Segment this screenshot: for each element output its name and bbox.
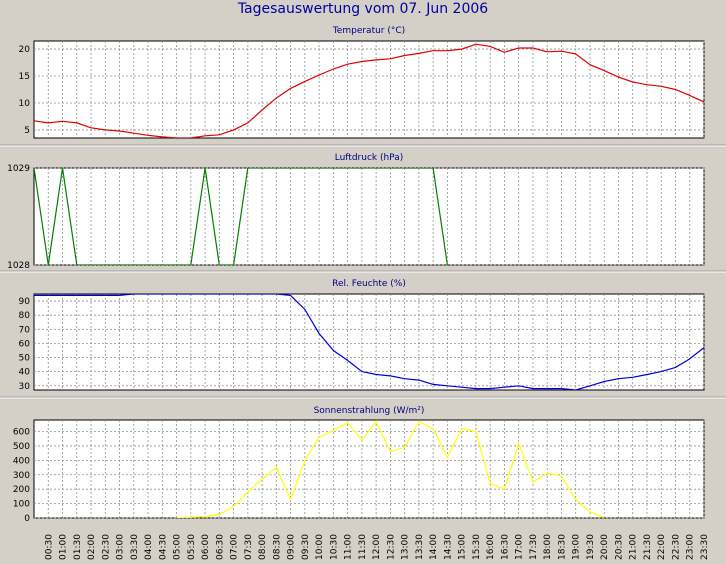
x-tick-label: 18:30 [557, 534, 567, 560]
x-tick-label: 14:30 [443, 534, 453, 560]
x-tick-label: 05:30 [187, 534, 197, 560]
x-tick-label: 19:30 [586, 534, 596, 560]
plot-area [33, 293, 705, 391]
plot-area [33, 167, 705, 266]
x-tick-label: 23:30 [700, 534, 710, 560]
y-tick-label: 90 [19, 297, 31, 307]
y-tick-label: 100 [13, 500, 30, 510]
x-tick-label: 02:30 [101, 534, 111, 560]
x-tick-label: 03:30 [130, 534, 140, 560]
y-tick-label: 0 [24, 514, 30, 524]
x-tick-label: 08:30 [272, 534, 282, 560]
panel-title: Sonnenstrahlung (W/m²) [314, 406, 425, 416]
y-tick-label: 10 [19, 99, 31, 109]
panel-title: Temperatur (°C) [332, 26, 405, 36]
x-tick-label: 16:00 [486, 534, 496, 560]
x-tick-label: 07:00 [230, 534, 240, 560]
x-tick-label: 03:00 [116, 534, 126, 560]
x-tick-label: 10:30 [329, 534, 339, 560]
y-tick-label: 500 [13, 442, 30, 452]
x-tick-label: 17:00 [515, 534, 525, 560]
x-tick-label: 22:30 [671, 534, 681, 560]
x-tick-label: 07:30 [244, 534, 254, 560]
y-tick-label: 40 [19, 368, 31, 378]
series-line [176, 420, 605, 518]
x-tick-label: 01:00 [59, 534, 69, 560]
x-tick-label: 08:00 [258, 534, 268, 560]
x-tick-label: 06:00 [201, 534, 211, 560]
x-tick-label: 20:30 [614, 534, 624, 560]
y-tick-label: 15 [19, 72, 30, 82]
panel-title: Luftdruck (hPa) [335, 153, 404, 163]
plot-area [33, 419, 705, 519]
y-tick-label: 300 [13, 471, 30, 481]
y-tick-label: 400 [13, 456, 30, 466]
y-tick-label: 5 [24, 126, 30, 136]
x-tick-label: 11:00 [344, 534, 354, 560]
x-tick-label: 22:00 [657, 534, 667, 560]
y-tick-label: 600 [13, 428, 30, 438]
chart-main-title: Tagesauswertung vom 07. Jun 2006 [237, 1, 489, 17]
x-tick-label: 10:00 [315, 534, 325, 560]
x-tick-label: 00:30 [44, 534, 54, 560]
x-tick-label: 12:30 [386, 534, 396, 560]
series-line [34, 168, 448, 265]
x-tick-label: 21:00 [629, 534, 639, 560]
y-tick-label: 60 [19, 339, 31, 349]
x-tick-label: 13:00 [401, 534, 411, 560]
y-tick-label: 80 [19, 311, 31, 321]
x-tick-label: 15:00 [458, 534, 468, 560]
x-tick-label: 04:00 [144, 534, 154, 560]
series-line [34, 43, 704, 138]
x-tick-label: 12:00 [372, 534, 382, 560]
plot-area [33, 40, 705, 139]
x-tick-label: 23:00 [686, 534, 696, 560]
x-tick-label: 16:30 [500, 534, 510, 560]
x-tick-label: 02:00 [87, 534, 97, 560]
x-tick-label: 09:00 [287, 534, 297, 560]
x-tick-label: 15:30 [472, 534, 482, 560]
y-tick-label: 1028 [7, 261, 30, 271]
series-line [34, 294, 704, 390]
x-tick-label: 17:30 [529, 534, 539, 560]
x-tick-label: 20:00 [600, 534, 610, 560]
x-tick-label: 04:30 [158, 534, 168, 560]
x-tick-label: 05:00 [173, 534, 183, 560]
y-tick-label: 50 [19, 354, 31, 364]
y-tick-label: 1029 [7, 164, 30, 174]
panel-title: Rel. Feuchte (%) [332, 279, 406, 289]
y-tick-label: 30 [19, 382, 31, 392]
y-tick-label: 200 [13, 485, 30, 495]
y-tick-label: 70 [19, 325, 31, 335]
x-tick-label: 14:00 [429, 534, 439, 560]
x-tick-label: 21:30 [643, 534, 653, 560]
x-tick-label: 01:30 [73, 534, 83, 560]
x-tick-label: 06:30 [215, 534, 225, 560]
x-tick-label: 19:00 [572, 534, 582, 560]
x-tick-label: 13:30 [415, 534, 425, 560]
x-tick-label: 18:00 [543, 534, 553, 560]
y-tick-label: 20 [19, 45, 31, 55]
x-tick-label: 09:30 [301, 534, 311, 560]
x-tick-label: 11:30 [358, 534, 368, 560]
